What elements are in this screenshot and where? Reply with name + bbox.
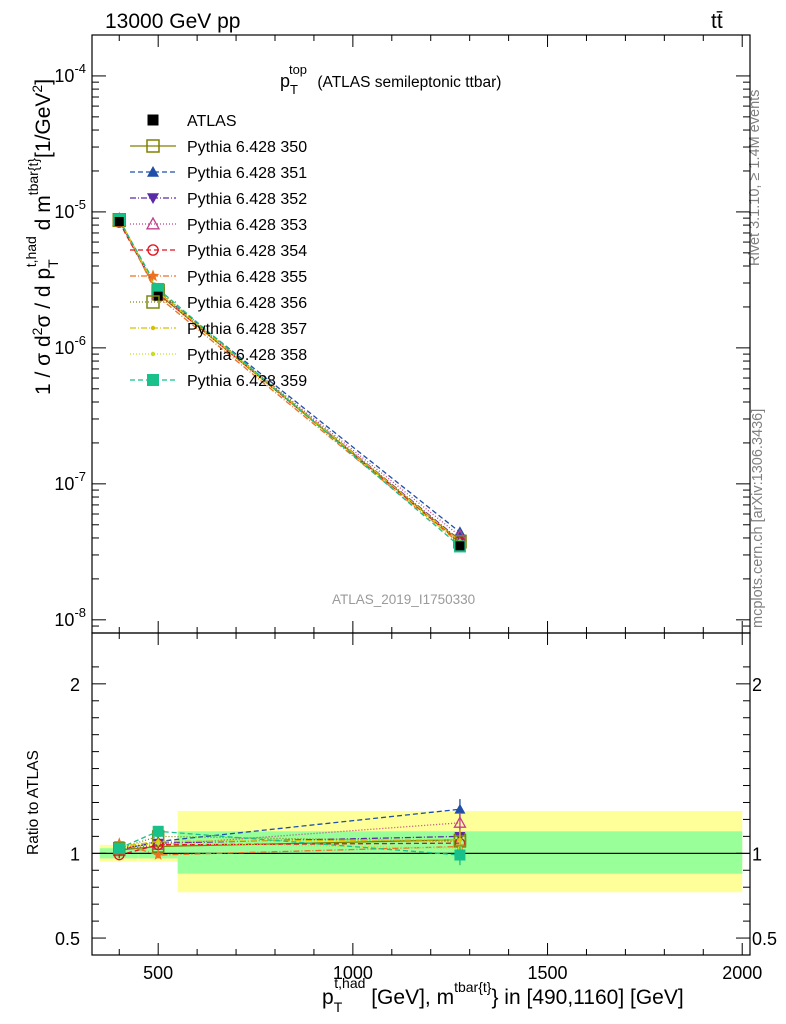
data-point [146, 295, 160, 309]
x-tick-label: 2000 [722, 963, 762, 983]
legend-label: Pythia 6.428 355 [187, 269, 307, 286]
legend-label: Pythia 6.428 358 [187, 347, 307, 364]
legend-label: ATLAS [187, 113, 237, 130]
data-point [113, 842, 125, 854]
data-point [114, 217, 124, 227]
legend-label: Pythia 6.428 359 [187, 373, 307, 390]
y-axis-label: 1 / σ d2σ / d pTt,had d mtbar{t}[1/GeV2] [23, 79, 61, 395]
data-point [150, 351, 156, 357]
series-line [118, 219, 461, 547]
x-tick-label: 500 [143, 963, 173, 983]
x-axis-label: pTt,had [GeV], mtbar{t}} in [490,1160] [… [322, 975, 684, 1015]
ratio-plot-frame [91, 632, 751, 956]
analysis-watermark: ATLAS_2019_I1750330 [332, 592, 475, 607]
data-point [147, 193, 159, 204]
ratio-tick-label: 2 [70, 675, 80, 695]
data-point [454, 849, 466, 861]
y-tick-label: 10-6 [54, 333, 86, 358]
ratio-series-line [119, 808, 461, 851]
mcplots-label: mcplots.cern.ch [arXiv:1306.3436] [750, 409, 766, 628]
ratio-tick-label: 2 [752, 675, 762, 695]
ratio-series-line [119, 839, 460, 848]
header-left: 13000 GeV pp [105, 10, 240, 33]
data-point [152, 825, 164, 837]
data-point [147, 166, 159, 177]
legend-label: Pythia 6.428 354 [187, 243, 307, 260]
legend-label: Pythia 6.428 352 [187, 191, 307, 208]
data-point [145, 216, 161, 230]
x-axis: 500 1000 1500 2000 [118, 35, 762, 983]
legend-label: Pythia 6.428 356 [187, 295, 307, 312]
legend-label: Pythia 6.428 357 [187, 321, 307, 338]
ratio-y-axis-label: Ratio to ATLAS [25, 750, 42, 855]
legend: ATLAS Pythia 6.428 350 Pythia 6.428 351 Pyt… [130, 113, 307, 390]
main-y-axis: 10-8 10-7 10-6 10-5 10-4 [54, 34, 750, 634]
x-tick-label: 1000 [333, 963, 373, 983]
legend-label: Pythia 6.428 350 [187, 139, 307, 156]
data-point [152, 849, 164, 860]
ratio-tick-label: 1 [70, 844, 80, 864]
data-point [147, 244, 159, 256]
data-point [454, 803, 466, 814]
data-point [146, 269, 160, 282]
y-tick-label: 10-4 [54, 61, 86, 86]
data-point [155, 840, 161, 846]
ratio-tick-label: 0.5 [55, 929, 80, 949]
header-right: tt̄ [711, 10, 723, 33]
plot-title: pTtop (ATLAS semileptonic ttbar) [280, 62, 501, 97]
data-point [453, 815, 467, 828]
ratio-tick-label: 0.5 [752, 929, 777, 949]
main-series [112, 211, 468, 553]
data-point [455, 541, 465, 551]
ratio-series-line [119, 842, 460, 856]
legend-label: Pythia 6.428 351 [187, 165, 307, 182]
x-tick-label: 1500 [528, 963, 568, 983]
y-tick-label: 10-5 [54, 197, 86, 222]
data-point [150, 325, 156, 331]
y-tick-label: 10-7 [54, 469, 86, 494]
y-tick-label: 10-8 [54, 605, 86, 630]
ratio-y-axis: 0.5 0.5 1 1 2 2 [55, 666, 777, 949]
data-point [146, 139, 160, 153]
data-point [147, 114, 159, 126]
legend-label: Pythia 6.428 353 [187, 217, 307, 234]
ratio-series [99, 799, 743, 866]
rivet-label: Rivet 3.1.10, ≥ 1.4M events [747, 90, 763, 266]
data-point [147, 374, 159, 386]
ratio-tick-label: 1 [752, 844, 762, 864]
